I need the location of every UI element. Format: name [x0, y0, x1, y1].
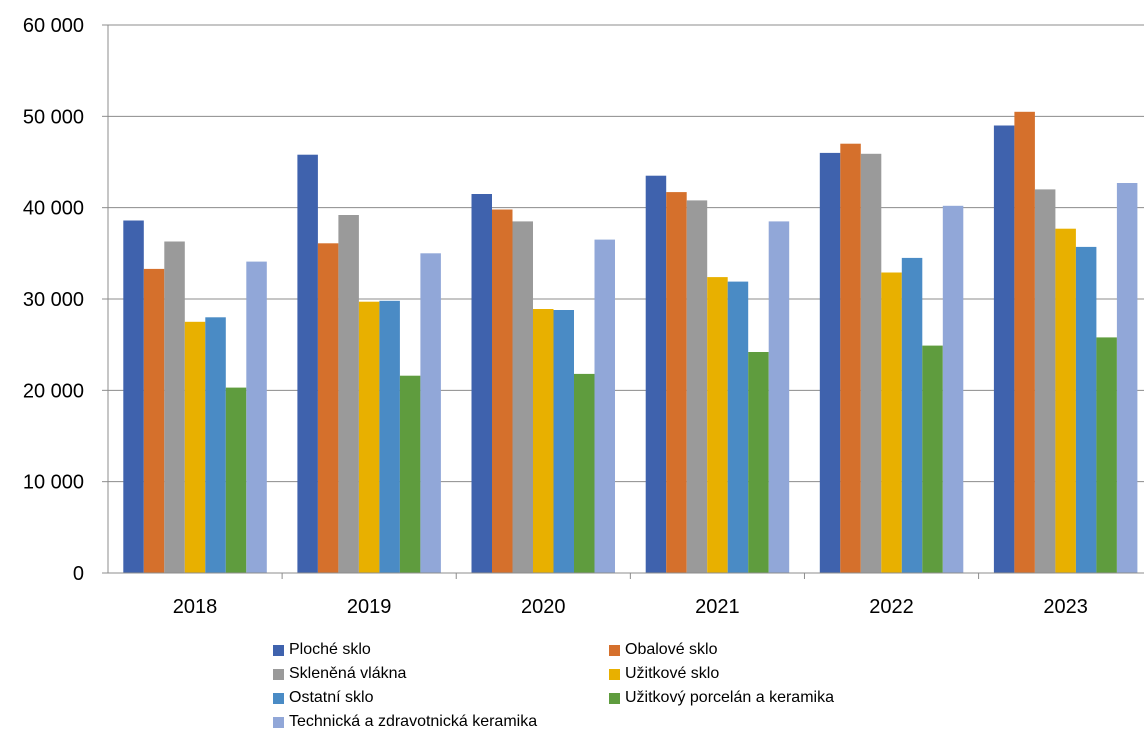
y-tick-label: 20 000 [23, 380, 84, 402]
y-tick-label: 0 [73, 563, 84, 585]
x-tick-label: 2020 [521, 596, 566, 618]
y-tick-label: 40 000 [23, 198, 84, 220]
legend-item: Užitkové sklo [609, 664, 909, 684]
y-axis-ticks: 0 10 000 20 000 30 000 40 000 50 000 60 000 [23, 15, 108, 585]
legend-label: Skleněná vlákna [289, 665, 407, 682]
bar [993, 125, 1015, 573]
bar [1096, 337, 1117, 573]
y-tick-label: 30 000 [23, 289, 84, 311]
bar [594, 239, 615, 573]
bar [471, 194, 492, 573]
x-axis-ticks: 2018 2019 2020 2021 2022 2023 [173, 573, 1088, 618]
bar [184, 321, 206, 573]
bar [492, 209, 513, 573]
bar [338, 215, 359, 573]
legend-item: Užitkový porcelán a keramika [609, 688, 909, 708]
legend-swatch [609, 692, 620, 704]
bar [1034, 189, 1056, 573]
bar [317, 243, 339, 574]
legend-label: Technická a zdravotnická keramika [289, 713, 538, 730]
bar [881, 272, 902, 573]
y-tick-label: 50 000 [23, 106, 84, 128]
bar [942, 205, 964, 574]
bar [645, 175, 667, 573]
legend-item: Skleněná vlákna [273, 664, 609, 684]
bar [748, 352, 769, 573]
bar [901, 257, 923, 573]
gridlines [108, 24, 1144, 483]
legend: Ploché sklo Obalové sklo Skleněná vlákna Už… [273, 640, 933, 732]
bar [666, 192, 687, 573]
bar [819, 152, 841, 573]
bar [379, 300, 400, 573]
bar [399, 375, 421, 573]
x-tick-label: 2019 [347, 596, 392, 618]
bar [297, 154, 318, 573]
bar [707, 277, 728, 573]
legend-item: Ploché sklo [273, 640, 609, 660]
legend-swatch [609, 644, 620, 656]
legend-label: Užitkové sklo [625, 665, 720, 682]
bar [123, 220, 144, 573]
bar [225, 387, 247, 573]
x-tick-label: 2022 [869, 596, 914, 618]
bar [686, 200, 708, 573]
bar [1055, 228, 1076, 573]
bar [840, 143, 861, 573]
bar [1014, 111, 1035, 574]
bar [860, 153, 882, 574]
bar [246, 261, 267, 573]
bar-chart: 0 10 000 20 000 30 000 40 000 50 000 60 000 20… [23, 15, 1144, 618]
legend-item: Technická a zdravotnická keramika [273, 712, 609, 732]
legend-label: Ploché sklo [289, 641, 371, 658]
y-tick-label: 60 000 [23, 15, 84, 37]
x-tick-label: 2021 [695, 596, 740, 618]
bar [533, 309, 554, 573]
bar [164, 241, 185, 573]
legend-swatch [273, 692, 284, 704]
legend-item: Obalové sklo [609, 640, 909, 660]
x-tick-label: 2023 [1043, 596, 1088, 618]
bar [420, 253, 441, 574]
bar [1116, 183, 1138, 573]
legend-label: Ostatní sklo [289, 689, 374, 706]
bar [553, 310, 574, 573]
bar [727, 281, 749, 573]
bar [205, 317, 226, 573]
legend-swatch [273, 716, 284, 728]
y-tick-label: 10 000 [23, 472, 84, 494]
bars [123, 111, 1138, 574]
legend-swatch [273, 668, 284, 680]
bar [768, 221, 790, 573]
legend-item: Ostatní sklo [273, 688, 609, 708]
bar [143, 268, 165, 573]
legend-swatch [609, 668, 620, 680]
legend-swatch [273, 644, 284, 656]
bar [1075, 246, 1097, 573]
bar [512, 221, 533, 573]
legend-label: Obalové sklo [625, 641, 718, 658]
bar [922, 345, 943, 573]
bar [358, 301, 380, 573]
legend-label: Užitkový porcelán a keramika [625, 689, 834, 706]
bar [574, 373, 595, 573]
x-tick-label: 2018 [173, 596, 218, 618]
